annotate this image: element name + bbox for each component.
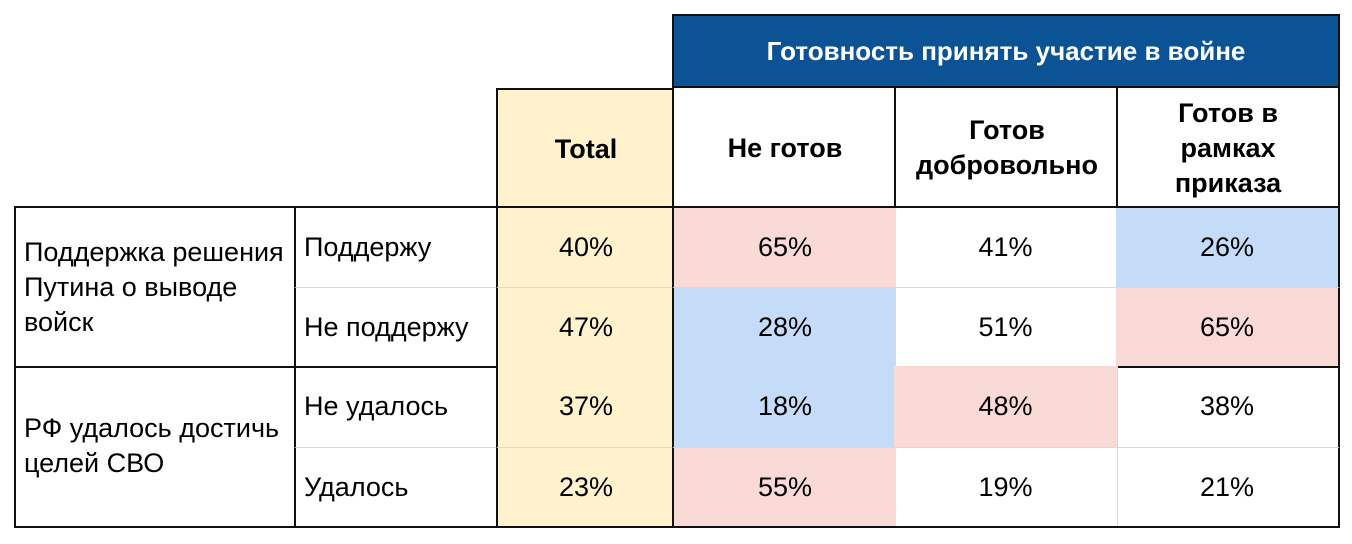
cell-voluntary: 48% — [894, 366, 1118, 448]
row-label-support: Поддержу — [294, 206, 498, 288]
cell-voluntary: 19% — [894, 448, 1118, 528]
cell-not-ready: 65% — [672, 206, 896, 288]
cell-total: 23% — [496, 448, 674, 528]
cell-total: 47% — [496, 288, 674, 368]
row-label-achieved: Удалось — [294, 448, 498, 528]
cell-not-ready: 55% — [672, 448, 896, 528]
cell-by-order: 21% — [1116, 448, 1340, 528]
column-header-by-order: Готов в рамках приказа — [1116, 88, 1340, 208]
cell-by-order: 26% — [1116, 206, 1340, 288]
column-header-total: Total — [496, 88, 674, 208]
cell-not-ready: 28% — [672, 288, 896, 368]
cell-not-ready: 18% — [672, 366, 896, 448]
cell-voluntary: 41% — [894, 206, 1118, 288]
cell-total: 37% — [496, 366, 674, 448]
column-header-not-ready: Не готов — [672, 88, 896, 208]
cell-total: 40% — [496, 206, 674, 288]
cell-by-order: 65% — [1116, 288, 1340, 368]
row-label-not-achieved: Не удалось — [294, 366, 498, 448]
table-super-header: Готовность принять участие в войне — [672, 14, 1340, 88]
cell-by-order: 38% — [1116, 366, 1340, 448]
column-header-voluntary: Готов добровольно — [894, 88, 1118, 208]
group-label-support-decision: Поддержка решения Путина о выводе войск — [14, 206, 296, 368]
group-label-svo-goals: РФ удалось достичь целей СВО — [14, 366, 296, 528]
cell-voluntary: 51% — [894, 288, 1118, 368]
row-label-not-support: Не поддержу — [294, 288, 498, 368]
